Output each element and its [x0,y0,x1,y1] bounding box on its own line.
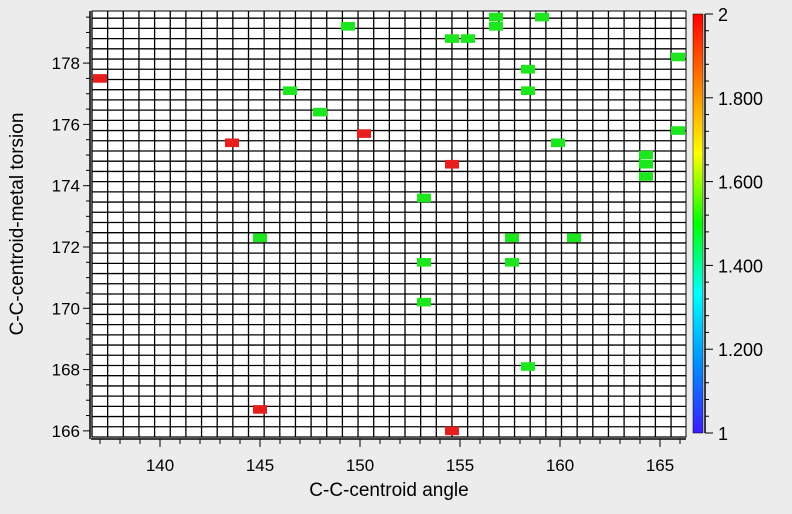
axes: 140 145 150 155 160 165 166 168 170 172 174 176 178 [52,10,687,475]
heatmap-cell [416,258,432,267]
heatmap-cell [520,362,536,371]
y-tick-label: 166 [52,422,80,441]
heatmap-cell [638,172,654,181]
heatmap-cell [444,34,460,43]
y-tick-label: 176 [52,115,80,134]
plot-frame [91,10,687,438]
colorbar-tick-label: 2 [718,5,728,25]
x-tick-label: 140 [146,456,174,475]
heatmap-cell [224,138,240,148]
heatmap-cell [550,138,566,148]
heatmap-cell [416,193,432,203]
x-tick-label: 150 [346,456,374,475]
y-tick-label: 170 [52,299,80,318]
heatmap-cell [460,34,476,43]
heatmap-cell [444,426,460,436]
y-tick-label: 174 [52,177,80,196]
heatmap-cell [488,12,504,22]
heatmap-cell [566,233,582,243]
heatmap-cell [520,64,536,74]
heatmap-cell [340,22,356,31]
heatmap-cell [504,258,520,267]
x-tick-label: 145 [246,456,274,475]
heatmap-cell [416,297,432,307]
heatmap-cell [520,86,536,95]
colorbar: 1 1.200 1.400 1.600 1.800 2 [692,5,763,444]
x-tick-label: 155 [446,456,474,475]
heatmap-cell [534,12,550,22]
heatmap-cell [638,159,654,169]
colorbar-tick-label: 1.200 [718,340,763,360]
y-tick-label: 172 [52,238,80,257]
grid-lines [91,11,686,438]
heatmap-cell [670,52,686,62]
colorbar-tick-label: 1.400 [718,256,763,276]
colorbar-tick-label: 1.600 [718,173,763,193]
heatmap-cells [92,12,686,436]
heatmap-cell [282,86,298,95]
heatmap-cell [670,126,686,135]
heatmap-cell [312,107,328,117]
heatmap-cell [638,150,654,160]
y-tick-label: 168 [52,361,80,380]
x-tick-label: 165 [646,456,674,475]
x-tick-label: 160 [546,456,574,475]
heatmap-cell [488,22,504,31]
heatmap-cell [92,74,108,83]
x-axis-label: C-C-centroid angle [309,480,468,501]
heatmap-cell [444,159,460,169]
colorbar-tick-label: 1 [718,424,728,444]
heatmap-cell [356,129,372,138]
heatmap-cell [252,233,268,243]
heatmap-cell [252,405,268,414]
y-axis-label: C-C-centroid-metal torsion [7,113,28,336]
colorbar-tick-label: 1.800 [718,89,763,109]
y-tick-label: 178 [52,54,80,73]
heatmap-cell [504,233,520,243]
colorbar-gradient [692,13,704,434]
